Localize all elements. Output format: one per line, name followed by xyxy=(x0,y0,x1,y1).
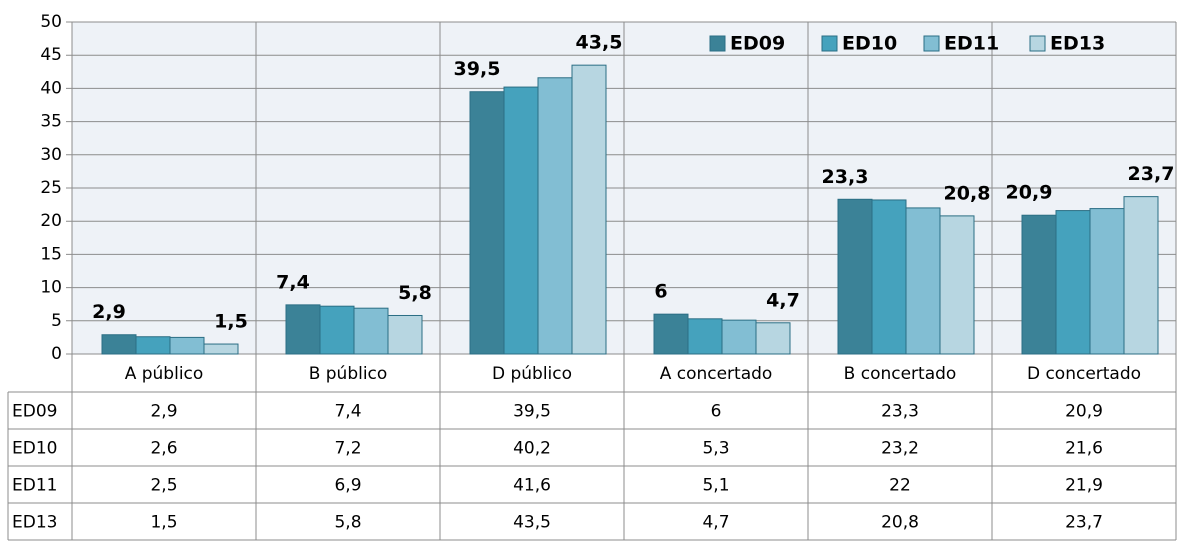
x-tick-label: D concertado xyxy=(1027,364,1141,384)
data-label: 20,9 xyxy=(1006,182,1053,204)
legend-label: ED09 xyxy=(730,33,785,55)
bar xyxy=(203,343,239,355)
bar xyxy=(285,304,321,355)
data-label: 20,8 xyxy=(944,182,991,204)
y-tick-label: 35 xyxy=(40,112,62,132)
legend-swatch xyxy=(821,35,838,52)
data-label: 7,4 xyxy=(276,271,310,293)
table-row-header: ED11 xyxy=(12,476,57,496)
table-cell: 7,4 xyxy=(334,402,361,422)
legend-label: ED11 xyxy=(944,33,999,55)
bar xyxy=(387,314,423,355)
y-tick-label: 15 xyxy=(40,244,62,264)
table-cell: 23,7 xyxy=(1065,513,1103,533)
data-label: 23,3 xyxy=(822,166,869,188)
bar xyxy=(319,305,355,355)
table-cell: 23,3 xyxy=(881,402,919,422)
x-tick-label: B concertado xyxy=(844,364,957,384)
y-tick-label: 10 xyxy=(40,278,62,298)
x-tick-label: B público xyxy=(309,364,388,384)
legend-swatch xyxy=(1029,35,1046,52)
bar xyxy=(653,313,689,355)
x-tick-label: D público xyxy=(492,364,572,384)
table-cell: 41,6 xyxy=(513,476,551,496)
bar xyxy=(353,307,389,355)
bar xyxy=(135,336,171,355)
table-cell: 43,5 xyxy=(513,513,551,533)
bar xyxy=(537,77,573,355)
table-row-header: ED10 xyxy=(12,439,57,459)
table-cell: 20,8 xyxy=(881,513,919,533)
legend-swatch xyxy=(709,35,726,52)
bar xyxy=(837,198,873,355)
y-tick-label: 25 xyxy=(40,178,62,198)
table-cell: 1,5 xyxy=(150,513,177,533)
table-cell: 5,3 xyxy=(702,439,729,459)
table-cell: 22 xyxy=(889,476,911,496)
table-cell: 21,6 xyxy=(1065,439,1103,459)
table-cell: 2,6 xyxy=(150,439,177,459)
table-cell: 2,5 xyxy=(150,476,177,496)
table-cell: 6 xyxy=(711,402,722,422)
bar xyxy=(169,336,205,355)
legend-label: ED10 xyxy=(842,33,897,55)
table-cell: 40,2 xyxy=(513,439,551,459)
legend-swatch xyxy=(923,35,940,52)
bar xyxy=(469,91,505,355)
bar xyxy=(939,215,975,355)
bar xyxy=(1055,210,1091,355)
y-tick-label: 50 xyxy=(40,12,62,32)
table-cell: 20,9 xyxy=(1065,402,1103,422)
y-tick-label: 0 xyxy=(51,344,62,364)
bar xyxy=(721,319,757,355)
data-label: 23,7 xyxy=(1128,163,1175,185)
y-tick-label: 5 xyxy=(51,311,62,331)
data-label: 4,7 xyxy=(766,289,800,311)
bar xyxy=(905,207,941,355)
bar xyxy=(687,318,723,355)
data-label: 5,8 xyxy=(398,282,432,304)
table-cell: 2,9 xyxy=(150,402,177,422)
data-label: 43,5 xyxy=(576,32,623,54)
y-tick-label: 30 xyxy=(40,145,62,165)
table-row-header: ED09 xyxy=(12,402,57,422)
table-cell: 23,2 xyxy=(881,439,919,459)
data-label: 39,5 xyxy=(454,58,501,80)
table-cell: 5,1 xyxy=(702,476,729,496)
data-label: 1,5 xyxy=(214,311,248,333)
x-tick-label: A público xyxy=(125,364,204,384)
bar xyxy=(101,334,137,355)
table-cell: 21,9 xyxy=(1065,476,1103,496)
bar xyxy=(1089,208,1125,355)
table-cell: 4,7 xyxy=(702,513,729,533)
bar xyxy=(503,86,539,355)
y-tick-label: 40 xyxy=(40,78,62,98)
bar xyxy=(1021,214,1057,355)
table-row-header: ED13 xyxy=(12,513,57,533)
legend-label: ED13 xyxy=(1050,33,1105,55)
y-tick-label: 45 xyxy=(40,45,62,65)
table-cell: 39,5 xyxy=(513,402,551,422)
bar xyxy=(755,322,791,355)
bar xyxy=(571,64,607,355)
data-label: 2,9 xyxy=(92,301,126,323)
x-tick-label: A concertado xyxy=(660,364,773,384)
data-label: 6 xyxy=(654,281,667,303)
table-cell: 5,8 xyxy=(334,513,361,533)
y-tick-label: 20 xyxy=(40,211,62,231)
table-cell: 6,9 xyxy=(334,476,361,496)
bar xyxy=(1123,196,1159,355)
bar xyxy=(871,199,907,355)
table-cell: 7,2 xyxy=(334,439,361,459)
